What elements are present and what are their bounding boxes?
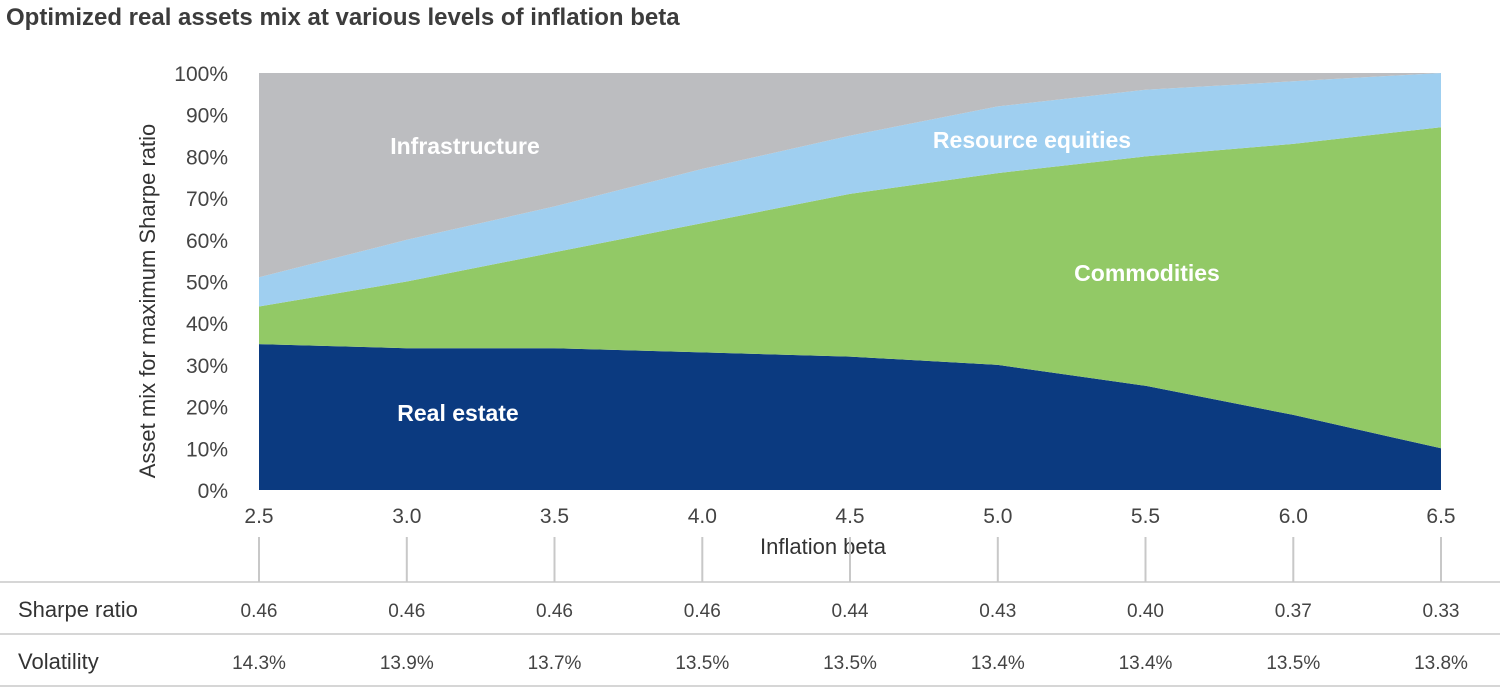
sharpe-ratio-cell: 0.46 xyxy=(684,601,721,622)
volatility-cell: 13.7% xyxy=(528,653,582,674)
x-axis-title: Inflation beta xyxy=(760,534,887,559)
y-tick-label: 60% xyxy=(186,230,228,253)
volatility-cell: 13.5% xyxy=(823,653,877,674)
volatility-cell: 14.3% xyxy=(232,653,286,674)
volatility-cell: 13.5% xyxy=(675,653,729,674)
area-label-real-estate: Real estate xyxy=(397,400,518,426)
row-label-sharpe-ratio: Sharpe ratio xyxy=(18,597,138,622)
y-tick-label: 0% xyxy=(198,480,228,503)
y-axis-ticks: 0% 10% 20% 30% 40% 50% 60% 70% 80% 90% 100% xyxy=(174,63,228,503)
sharpe-ratio-cell: 0.40 xyxy=(1127,601,1164,622)
sharpe-ratio-cell: 0.46 xyxy=(536,601,573,622)
y-tick-label: 30% xyxy=(186,355,228,378)
area-real-estate xyxy=(259,344,1441,490)
area-labels: Real estate Commodities Resource equities I… xyxy=(390,127,1220,426)
stats-table: Sharpe ratio 0.46 0.46 0.46 0.46 0.44 0.43 0.40… xyxy=(0,581,1500,687)
y-axis-title: Asset mix for maximum Sharpe ratio xyxy=(135,124,160,479)
chart-title: Optimized real assets mix at various lev… xyxy=(6,4,680,31)
x-tick-label: 5.0 xyxy=(983,505,1012,528)
x-tick-label: 3.0 xyxy=(392,505,421,528)
volatility-cell: 13.4% xyxy=(1119,653,1173,674)
y-tick-label: 70% xyxy=(186,188,228,211)
stacked-areas xyxy=(259,73,1441,490)
area-label-infrastructure: Infrastructure xyxy=(390,133,540,159)
volatility-cell: 13.4% xyxy=(971,653,1025,674)
area-resource-equities xyxy=(259,73,1441,307)
x-tick-label: 6.0 xyxy=(1279,505,1308,528)
y-tick-label: 10% xyxy=(186,438,228,461)
volatility-cell: 13.8% xyxy=(1414,653,1468,674)
y-tick-label: 40% xyxy=(186,313,228,336)
x-tick-label: 4.0 xyxy=(688,505,717,528)
y-tick-label: 100% xyxy=(174,63,228,86)
sharpe-ratio-cell: 0.33 xyxy=(1423,601,1460,622)
y-tick-label: 80% xyxy=(186,146,228,169)
x-axis-ticks: 2.5 3.0 3.5 4.0 4.5 5.0 5.5 6.0 6.5 xyxy=(244,505,1455,528)
x-tick-label: 6.5 xyxy=(1426,505,1455,528)
x-tick-label: 2.5 xyxy=(244,505,273,528)
area-infrastructure xyxy=(259,73,1441,278)
volatility-cell: 13.9% xyxy=(380,653,434,674)
x-tick-label: 3.5 xyxy=(540,505,569,528)
sharpe-ratio-cell: 0.46 xyxy=(241,601,278,622)
sharpe-ratio-cell: 0.43 xyxy=(979,601,1016,622)
area-label-resource-equities: Resource equities xyxy=(933,127,1131,153)
sharpe-ratio-cell: 0.44 xyxy=(832,601,869,622)
area-label-commodities: Commodities xyxy=(1074,260,1220,286)
x-tick-label: 4.5 xyxy=(835,505,864,528)
volatility-cell: 13.5% xyxy=(1266,653,1320,674)
y-tick-label: 50% xyxy=(186,272,228,295)
y-tick-label: 90% xyxy=(186,105,228,128)
row-label-volatility: Volatility xyxy=(18,649,99,674)
column-connectors xyxy=(258,537,1442,582)
sharpe-ratio-cell: 0.46 xyxy=(388,601,425,622)
area-commodities xyxy=(259,127,1441,449)
x-tick-label: 5.5 xyxy=(1131,505,1160,528)
sharpe-ratio-cell: 0.37 xyxy=(1275,601,1312,622)
y-tick-label: 20% xyxy=(186,397,228,420)
